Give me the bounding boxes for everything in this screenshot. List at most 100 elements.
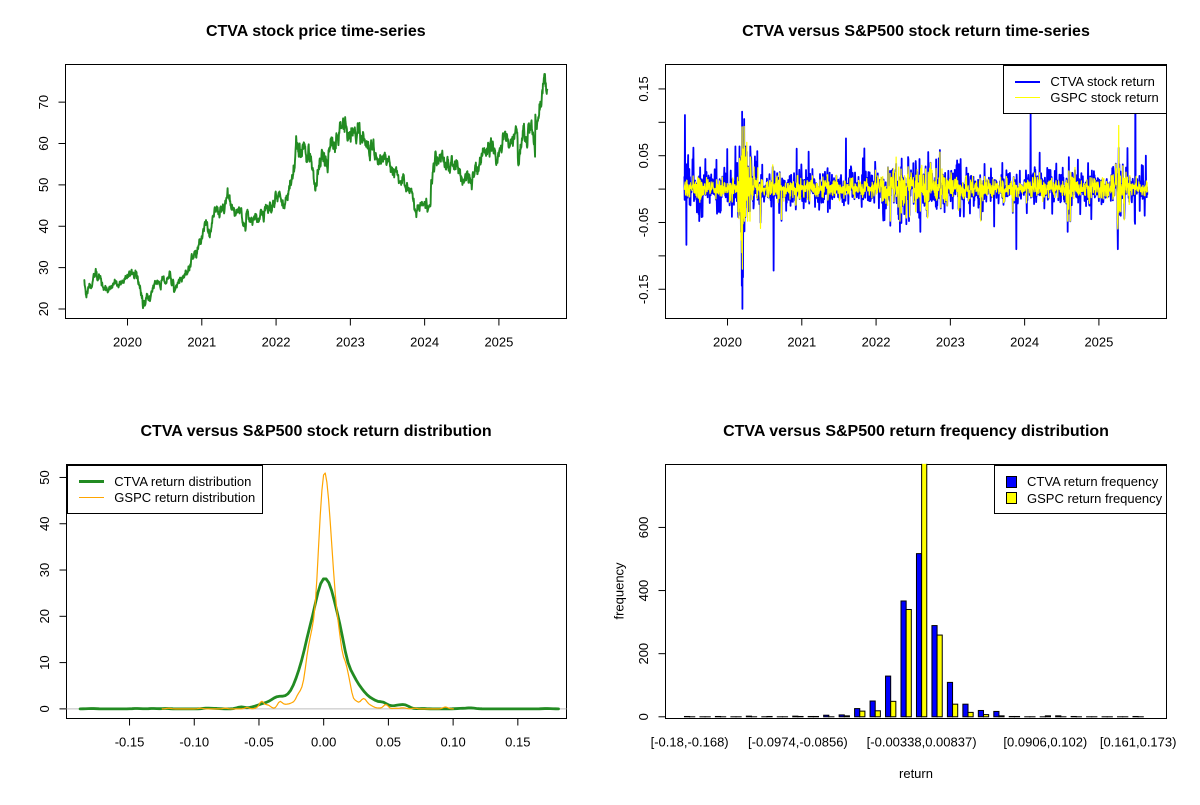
x-tick-label: 2020 (713, 335, 742, 350)
gspc-return-frequency-bar (983, 715, 988, 717)
x-tick-label: 2024 (410, 335, 439, 350)
x-tick-label: 2022 (862, 335, 891, 350)
ctva-return-frequency-bar (839, 715, 844, 717)
ctva-return-frequency-bar (824, 715, 829, 717)
ctva-return-frequency-bar (947, 682, 952, 716)
ctva-return-frequency-bar (855, 709, 860, 717)
gspc-return-frequency-bar (968, 712, 973, 716)
gspc-return-frequency-bar (891, 701, 896, 716)
bin-label: [0.0906,0.102) (1003, 735, 1087, 750)
price-chart-title: CTVA stock price time-series (206, 23, 426, 40)
ctva-return-frequency-bar (870, 701, 875, 717)
ctva-frequency-square-swatch (1006, 476, 1018, 488)
y-tick-label: 0 (636, 713, 651, 720)
histogram-chart-title: CTVA versus S&P500 return frequency dist… (723, 423, 1109, 440)
legend-row-gspc-frequency: GSPC return frequency (1006, 490, 1166, 506)
y-tick-label: 30 (36, 260, 51, 274)
density-legend: CTVA return distribution GSPC return dis… (67, 465, 263, 514)
legend-label: CTVA return distribution (114, 474, 251, 489)
legend-label: CTVA stock return (1050, 74, 1155, 89)
histogram-legend: CTVA return frequency GSPC return freque… (994, 465, 1167, 515)
x-tick-label: 2022 (262, 335, 291, 350)
x-tick-label: 2025 (484, 335, 513, 350)
y-tick-label: 30 (37, 563, 52, 577)
y-tick-label: 50 (37, 470, 52, 484)
x-tick-label: -0.10 (179, 735, 209, 750)
x-tick-label: 2025 (1084, 335, 1113, 350)
histogram-xlab: return (899, 766, 933, 781)
bin-label: [0.161,0.173) (1100, 735, 1177, 750)
x-tick-label: -0.05 (244, 735, 274, 750)
x-tick-label: 2024 (1010, 335, 1039, 350)
ctva-return-frequency-bar (916, 554, 921, 717)
ctva-return-distribution-series (80, 579, 558, 709)
legend-row-ctva-frequency: CTVA return frequency (1006, 474, 1166, 490)
y-tick-label: 60 (36, 136, 51, 150)
legend-label: GSPC return distribution (114, 490, 255, 505)
ctva-return-frequency-bar (886, 676, 891, 717)
x-tick-label: 2023 (336, 335, 365, 350)
gspc-density-line-swatch (79, 497, 104, 498)
gspc-frequency-square-swatch (1006, 492, 1018, 504)
ctva-return-frequency-bar (746, 716, 751, 717)
plot-box (66, 65, 567, 319)
returns-legend: CTVA stock return GSPC stock return (1003, 65, 1167, 114)
ctva-return-frequency-bar (932, 626, 937, 717)
gspc-return-frequency-bar (922, 455, 927, 717)
y-tick-label: 0 (37, 705, 52, 712)
y-tick-label: -0.15 (636, 274, 651, 304)
x-tick-label: 0.10 (440, 735, 465, 750)
gspc-return-line-swatch (1015, 97, 1040, 98)
y-tick-label: 10 (37, 655, 52, 669)
density-chart-title: CTVA versus S&P500 stock return distribu… (140, 423, 491, 440)
ctva-return-frequency-bar (963, 704, 968, 717)
y-tick-label: 0.15 (636, 76, 651, 101)
gspc-return-frequency-bar (906, 609, 911, 716)
bin-label: [-0.18,-0.168) (651, 735, 729, 750)
gspc-return-frequency-bar (953, 704, 958, 717)
ctva-return-frequency-bar (1056, 716, 1061, 717)
gspc-return-frequency-bar (844, 716, 849, 717)
x-tick-label: 2023 (936, 335, 965, 350)
bin-label: [-0.00338,0.00837) (867, 735, 977, 750)
gspc-return-frequency-bar (999, 716, 1004, 717)
y-tick-label: 20 (36, 302, 51, 316)
y-tick-label: 40 (37, 517, 52, 531)
x-tick-label: 0.15 (505, 735, 530, 750)
x-tick-label: 2021 (187, 335, 216, 350)
x-tick-label: 0.00 (311, 735, 336, 750)
legend-label: GSPC return frequency (1027, 491, 1162, 506)
y-tick-label: 400 (636, 580, 651, 602)
ctva-return-frequency-bar (994, 711, 999, 716)
ctva-return-frequency-bar (901, 601, 906, 717)
histogram-ylab: frequency (612, 562, 627, 620)
y-tick-label: 0.05 (636, 143, 651, 168)
bin-label: [-0.0974,-0.0856) (748, 735, 848, 750)
gspc-return-frequency-bar (875, 711, 880, 717)
y-tick-label: -0.05 (636, 208, 651, 238)
y-tick-label: 600 (636, 517, 651, 539)
gspc-return-frequency-bar (860, 711, 865, 717)
gspc-return-frequency-bar (937, 635, 942, 717)
ctva-return-frequency-bar (978, 710, 983, 716)
x-tick-label: 2021 (787, 335, 816, 350)
returns-chart-title: CTVA versus S&P500 stock return time-ser… (742, 23, 1090, 40)
x-tick-label: -0.15 (115, 735, 145, 750)
y-tick-label: 200 (636, 643, 651, 665)
legend-label: GSPC stock return (1050, 90, 1158, 105)
ctva-density-line-swatch (79, 480, 104, 483)
y-tick-label: 50 (36, 178, 51, 192)
legend-row-gspc-density: GSPC return distribution (79, 490, 262, 506)
gspc-return-frequency-bar (1045, 716, 1050, 717)
y-tick-label: 20 (37, 609, 52, 623)
legend-row-ctva-return: CTVA stock return (1015, 74, 1166, 90)
ctva-stock-price-series (84, 74, 547, 308)
ctva-return-line-swatch (1015, 81, 1040, 83)
legend-label: CTVA return frequency (1027, 474, 1158, 489)
ctva-return-frequency-bar (793, 716, 798, 717)
price-chart-panel: CTVA stock price time-series 20304050607… (36, 23, 567, 350)
legend-row-gspc-return: GSPC stock return (1015, 90, 1166, 106)
